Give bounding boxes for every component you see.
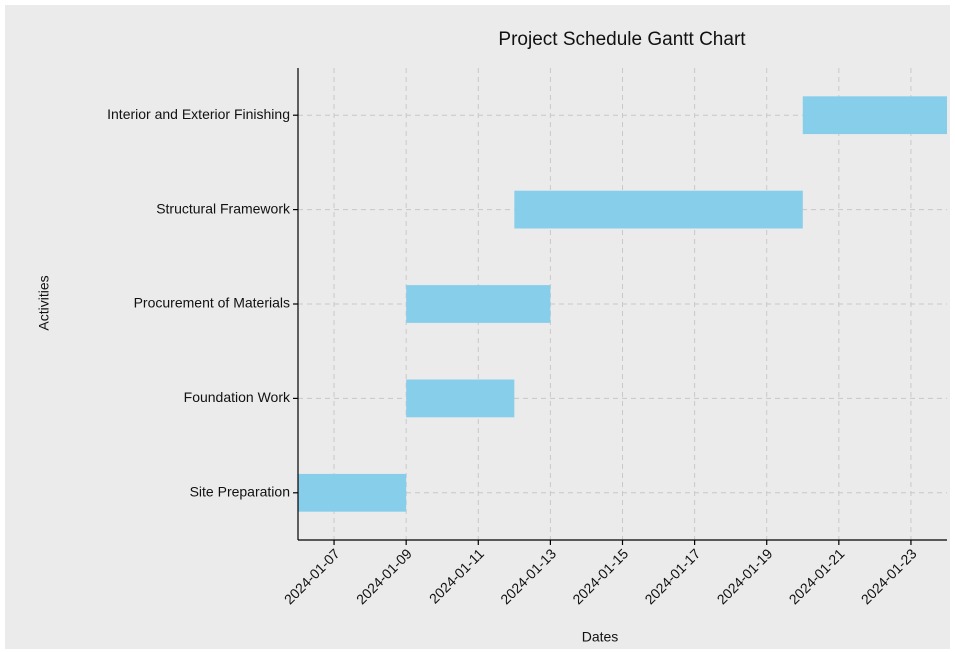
y-tick-label: Procurement of Materials bbox=[134, 295, 290, 311]
bar bbox=[406, 379, 515, 418]
y-tick-label: Site Preparation bbox=[190, 484, 290, 500]
bar bbox=[514, 190, 803, 229]
y-tick-label: Foundation Work bbox=[184, 389, 291, 405]
bar bbox=[802, 96, 947, 135]
y-tick-label: Interior and Exterior Finishing bbox=[107, 106, 290, 122]
x-axis-label: Dates bbox=[582, 629, 619, 645]
bar bbox=[406, 285, 551, 323]
chart-title: Project Schedule Gantt Chart bbox=[498, 29, 746, 50]
background bbox=[5, 5, 950, 649]
y-tick-label: Structural Framework bbox=[156, 200, 291, 216]
bar bbox=[298, 473, 407, 512]
y-axis-label: Activities bbox=[36, 275, 52, 330]
